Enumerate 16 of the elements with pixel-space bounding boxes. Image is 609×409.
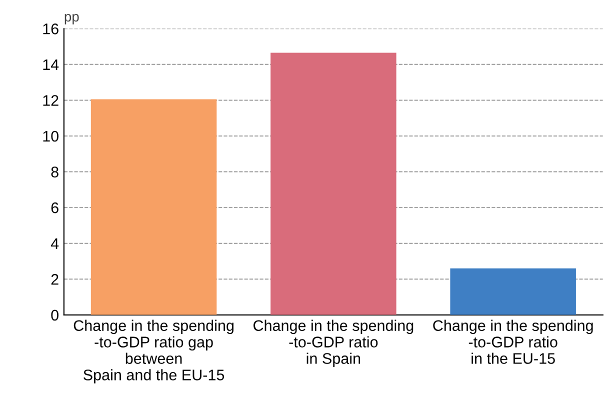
y-tick-label: 16 [43, 24, 58, 34]
y-tick-label: 8 [51, 166, 58, 178]
y-tick-label: 6 [51, 202, 58, 214]
y-tick-label: 14 [43, 59, 59, 70]
y-tick-label: 2 [51, 274, 58, 285]
y-axis-title: pp [64, 14, 79, 24]
y-tick-label: 0 [51, 310, 58, 321]
bar [450, 268, 576, 315]
bar [90, 99, 217, 315]
y-tick-label: 4 [50, 238, 59, 249]
x-tick-label: Change in the spending -to-GDP ratio in Spain [254, 320, 414, 367]
y-tick-label: 12 [43, 95, 58, 106]
y-tick-label: 10 [43, 130, 58, 142]
bar [270, 52, 396, 315]
x-tick-label: Change in the spending -to-GDP ratio in the EU-15 [433, 320, 593, 364]
x-tick-label: Change in the spending -to-GDP ratio gap between Spain and the EU-15 [74, 320, 234, 384]
